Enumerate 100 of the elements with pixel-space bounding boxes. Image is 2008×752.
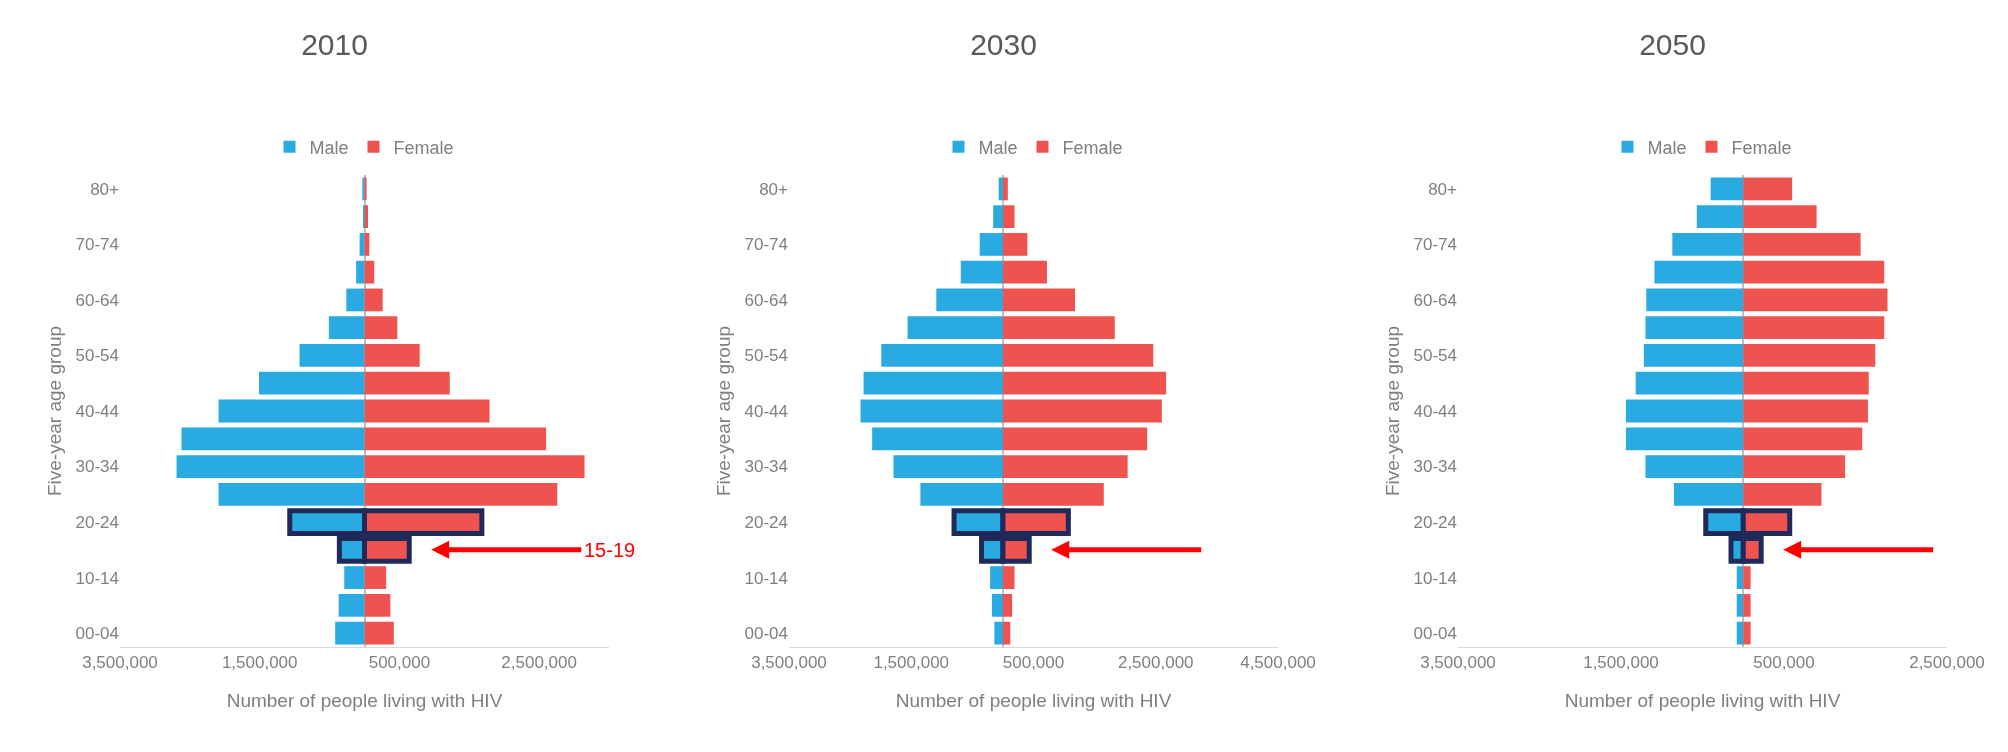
bar [346,288,365,312]
legend-label: Female [1731,137,1792,158]
legend-label: Female [393,137,454,158]
bar [1002,260,1047,284]
bar [356,260,365,284]
x-tick-label: 3,500,000 [751,653,827,673]
y-tick-label: 30-34 [744,457,788,477]
x-tick-label: 1,500,000 [221,653,298,673]
bar [1743,233,1861,256]
x-tick-label: 4,500,000 [1240,653,1316,673]
bar [1002,316,1115,340]
bar [991,593,1003,617]
bar [1002,427,1148,451]
bar [863,371,1003,395]
y-tick-label: 50-54 [1413,346,1457,366]
bar [994,621,1003,645]
y-tick-label: 00-04 [744,624,788,644]
legend-label: Female [1062,137,1123,158]
bar [893,455,1003,478]
bar [181,427,365,451]
y-tick-label: 30-34 [75,457,119,477]
bar [364,344,420,367]
bar [218,482,365,506]
bar [1002,621,1011,645]
bar [1743,621,1751,645]
bar [1743,288,1888,312]
bar [1743,399,1868,423]
chart-title: 2010 [301,27,368,61]
bar [1002,593,1013,617]
y-tick-label: 40-44 [75,401,119,421]
bar [881,344,1003,367]
bar [1654,260,1744,284]
chart-title: 2050 [1639,27,1706,61]
legend-label: Male [309,137,349,158]
bar [1002,177,1008,201]
x-axis-title: Number of people living with HIV [895,690,1172,712]
bar [1696,205,1744,229]
bar [1672,233,1744,256]
x-tick-label: 2,500,000 [1117,653,1194,673]
bar [1002,344,1154,367]
x-tick-label: 1,500,000 [873,653,950,673]
x-tick-label: 3,500,000 [1420,653,1496,673]
annotation: 15-19 [584,539,636,561]
x-tick-label: 500,000 [1002,653,1065,673]
x-tick-label: 2,500,000 [1909,653,1985,673]
bar [993,205,1003,229]
legend-label: Male [978,137,1018,158]
chart-title: 2030 [970,27,1037,61]
y-tick-label: 50-54 [744,346,788,366]
x-axis-title: Number of people living with HIV [226,690,503,712]
y-tick-label: 10-14 [75,568,119,588]
bar [364,621,394,645]
bar [1743,593,1751,617]
x-tick-label: 1,500,000 [1583,653,1659,673]
y-tick-label: 10-14 [744,568,788,588]
bar [1646,288,1744,312]
bar [1002,288,1076,312]
bar [218,399,365,423]
y-tick-label: 80+ [1428,179,1458,199]
bar [1645,455,1744,478]
x-tick-label: 2,500,000 [501,653,577,673]
y-tick-label: 40-44 [744,401,788,421]
y-tick-label: 80+ [759,179,789,199]
bar [1002,399,1162,423]
bar [1002,455,1128,478]
bar [1736,621,1744,645]
bar [1645,316,1744,340]
y-tick-label: 20-24 [75,513,119,533]
bar [1002,233,1028,256]
bar [960,260,1003,284]
y-tick-label: 70-74 [75,235,119,255]
bar [1743,455,1846,478]
y-tick-label: 70-74 [744,235,788,255]
y-tick-label: 20-24 [1413,513,1457,533]
bar [364,316,398,340]
bar [1625,399,1744,423]
y-tick-label: 40-44 [1413,401,1457,421]
bar [364,371,450,395]
bar [936,288,1003,312]
bar [364,288,383,312]
bar [359,233,365,256]
bar [1002,205,1015,229]
bar [364,593,391,617]
bar [1643,344,1744,367]
bar [1743,316,1885,340]
y-tick-label: 00-04 [1413,624,1457,644]
bar [872,427,1003,451]
bar [1743,371,1869,395]
x-tick-label: 500,000 [1753,653,1815,673]
bar [998,177,1003,201]
legend-label: Male [1647,137,1687,158]
bar [860,399,1003,423]
x-axis-title: Number of people living with HIV [1564,690,1841,712]
y-tick-label: 10-14 [1413,568,1457,588]
bar [1002,371,1167,395]
bar [1743,205,1817,229]
y-tick-label: 60-64 [1413,290,1457,310]
bar [338,593,365,617]
bar [335,621,365,645]
y-tick-label: 50-54 [75,346,119,366]
